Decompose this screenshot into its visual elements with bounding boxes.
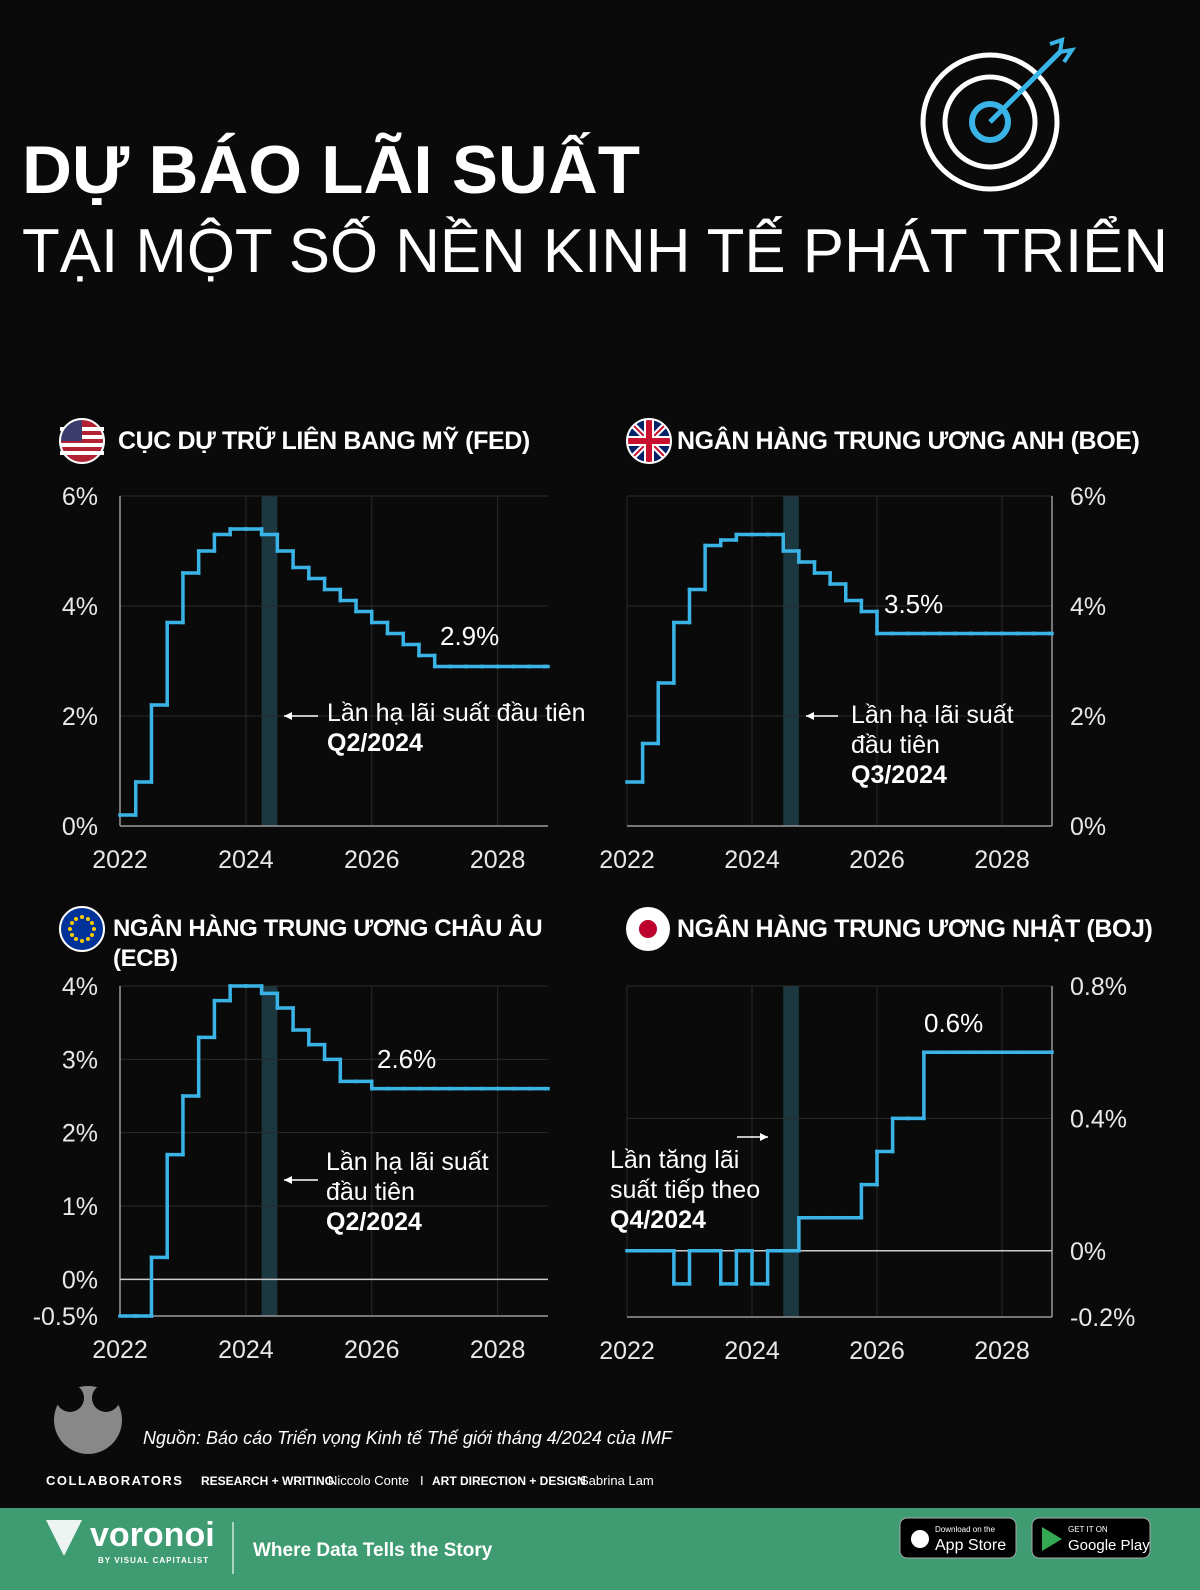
y-tick-label: -0.5%	[33, 1303, 98, 1331]
chart-title: NGÂN HÀNG TRUNG ƯƠNG ANH (BOE)	[677, 427, 1140, 455]
x-tick-label: 2022	[92, 846, 148, 874]
chart-title: CỤC DỰ TRỮ LIÊN BANG MỸ (FED)	[118, 427, 530, 455]
x-tick-label: 2026	[849, 1337, 905, 1365]
highlight-band	[783, 496, 799, 826]
y-tick-label: 0%	[1070, 813, 1106, 841]
x-tick-label: 2022	[92, 1336, 148, 1364]
annotation-period: Q2/2024	[327, 729, 423, 757]
chart-title: NGÂN HÀNG TRUNG ƯƠNG NHẬT (BOJ)	[677, 915, 1153, 943]
annotation: Lần hạ lãi suất đầu tiên Q2/2024	[327, 698, 617, 758]
annotation: Lần hạ lãi suất đầu tiên Q2/2024	[326, 1147, 506, 1237]
brand-sub: BY VISUAL CAPITALIST	[98, 1556, 209, 1565]
target-icon	[920, 37, 1077, 192]
highlight-band	[261, 496, 278, 826]
chart-title: NGÂN HÀNG TRUNG ƯƠNG CHÂU ÂU (ECB)	[113, 915, 543, 972]
badge-small: Download on the	[935, 1525, 996, 1534]
x-tick-label: 2026	[849, 846, 905, 874]
x-tick-label: 2026	[344, 846, 400, 874]
y-tick-label: 6%	[1070, 483, 1106, 511]
y-tick-label: 1%	[62, 1193, 98, 1221]
collaborators-label: COLLABORATORS	[46, 1473, 183, 1488]
y-tick-label: 0.8%	[1070, 973, 1127, 1001]
x-tick-label: 2028	[974, 1337, 1030, 1365]
annotation-text: Lần tăng lãi suất tiếp theo	[610, 1146, 761, 1204]
callout: 2.6%	[377, 1044, 436, 1074]
annotation: Lần hạ lãi suất đầu tiên Q3/2024	[851, 700, 1031, 790]
role: ART DIRECTION + DESIGN	[432, 1474, 586, 1488]
flag-eu	[59, 906, 105, 952]
y-tick-label: 4%	[62, 973, 98, 1001]
app-store-badge[interactable]: Download on the App Store	[899, 1517, 1017, 1559]
brand-logo	[46, 1520, 82, 1556]
y-tick-label: 0%	[1070, 1238, 1106, 1266]
main-title: DỰ BÁO LÃI SUẤT	[22, 131, 640, 208]
y-tick-label: 4%	[1070, 593, 1106, 621]
x-tick-label: 2024	[218, 1336, 274, 1364]
annotation-text: Lần hạ lãi suất đầu tiên	[326, 1148, 489, 1206]
y-tick-label: 2%	[1070, 703, 1106, 731]
annotation-arrowhead	[760, 1133, 768, 1141]
role: RESEARCH + WRITING	[201, 1474, 334, 1488]
x-tick-label: 2024	[724, 846, 780, 874]
google-play-badge[interactable]: GET IT ON Google Play	[1031, 1517, 1151, 1559]
y-tick-label: 0%	[62, 813, 98, 841]
credit-name: Sabrina Lam	[580, 1473, 654, 1488]
callout: 3.5%	[884, 589, 943, 619]
subtitle: TẠI MỘT SỐ NỀN KINH TẾ PHÁT TRIỂN	[22, 217, 1168, 286]
y-tick-label: 0%	[62, 1266, 98, 1294]
annotation-arrowhead	[284, 712, 292, 720]
badge-label: App Store	[935, 1537, 1006, 1554]
x-tick-label: 2028	[470, 1336, 526, 1364]
credit-name: Niccolo Conte	[328, 1473, 409, 1488]
annotation-text: Lần hạ lãi suất đầu tiên	[327, 699, 586, 727]
x-tick-label: 2028	[470, 846, 526, 874]
flag-jp	[626, 907, 670, 951]
badge-small: GET IT ON	[1068, 1525, 1108, 1534]
badge-label: Google Play	[1068, 1537, 1150, 1554]
annotation-arrowhead	[806, 712, 814, 720]
annotation-arrowhead	[284, 1176, 292, 1184]
annotation-text: Lần hạ lãi suất đầu tiên	[851, 701, 1014, 759]
source-logo	[54, 1384, 122, 1454]
y-tick-label: 3%	[62, 1046, 98, 1074]
y-tick-label: 2%	[62, 1120, 98, 1148]
x-tick-label: 2026	[344, 1336, 400, 1364]
highlight-band	[783, 986, 799, 1317]
source: Nguồn: Báo cáo Triển vọng Kinh tế Thế gi…	[143, 1428, 673, 1448]
x-tick-label: 2024	[218, 846, 274, 874]
y-tick-label: -0.2%	[1070, 1304, 1135, 1332]
flag-uk	[626, 418, 672, 464]
annotation-period: Q4/2024	[610, 1206, 706, 1234]
separator: I	[420, 1473, 424, 1488]
x-tick-label: 2022	[599, 1337, 655, 1365]
flag-us	[59, 418, 105, 464]
y-tick-label: 6%	[62, 483, 98, 511]
callout: 2.9%	[440, 621, 499, 651]
callout: 0.6%	[924, 1008, 983, 1038]
y-tick-label: 4%	[62, 593, 98, 621]
x-tick-label: 2028	[974, 846, 1030, 874]
y-tick-label: 2%	[62, 703, 98, 731]
annotation-period: Q3/2024	[851, 761, 947, 789]
annotation: Lần tăng lãi suất tiếp theo Q4/2024	[610, 1145, 785, 1235]
tagline: Where Data Tells the Story	[253, 1540, 493, 1561]
brand: voronoi	[90, 1516, 215, 1554]
x-tick-label: 2022	[599, 846, 655, 874]
annotation-period: Q2/2024	[326, 1208, 422, 1236]
y-tick-label: 0.4%	[1070, 1105, 1127, 1133]
x-tick-label: 2024	[724, 1337, 780, 1365]
highlight-band	[261, 986, 278, 1316]
